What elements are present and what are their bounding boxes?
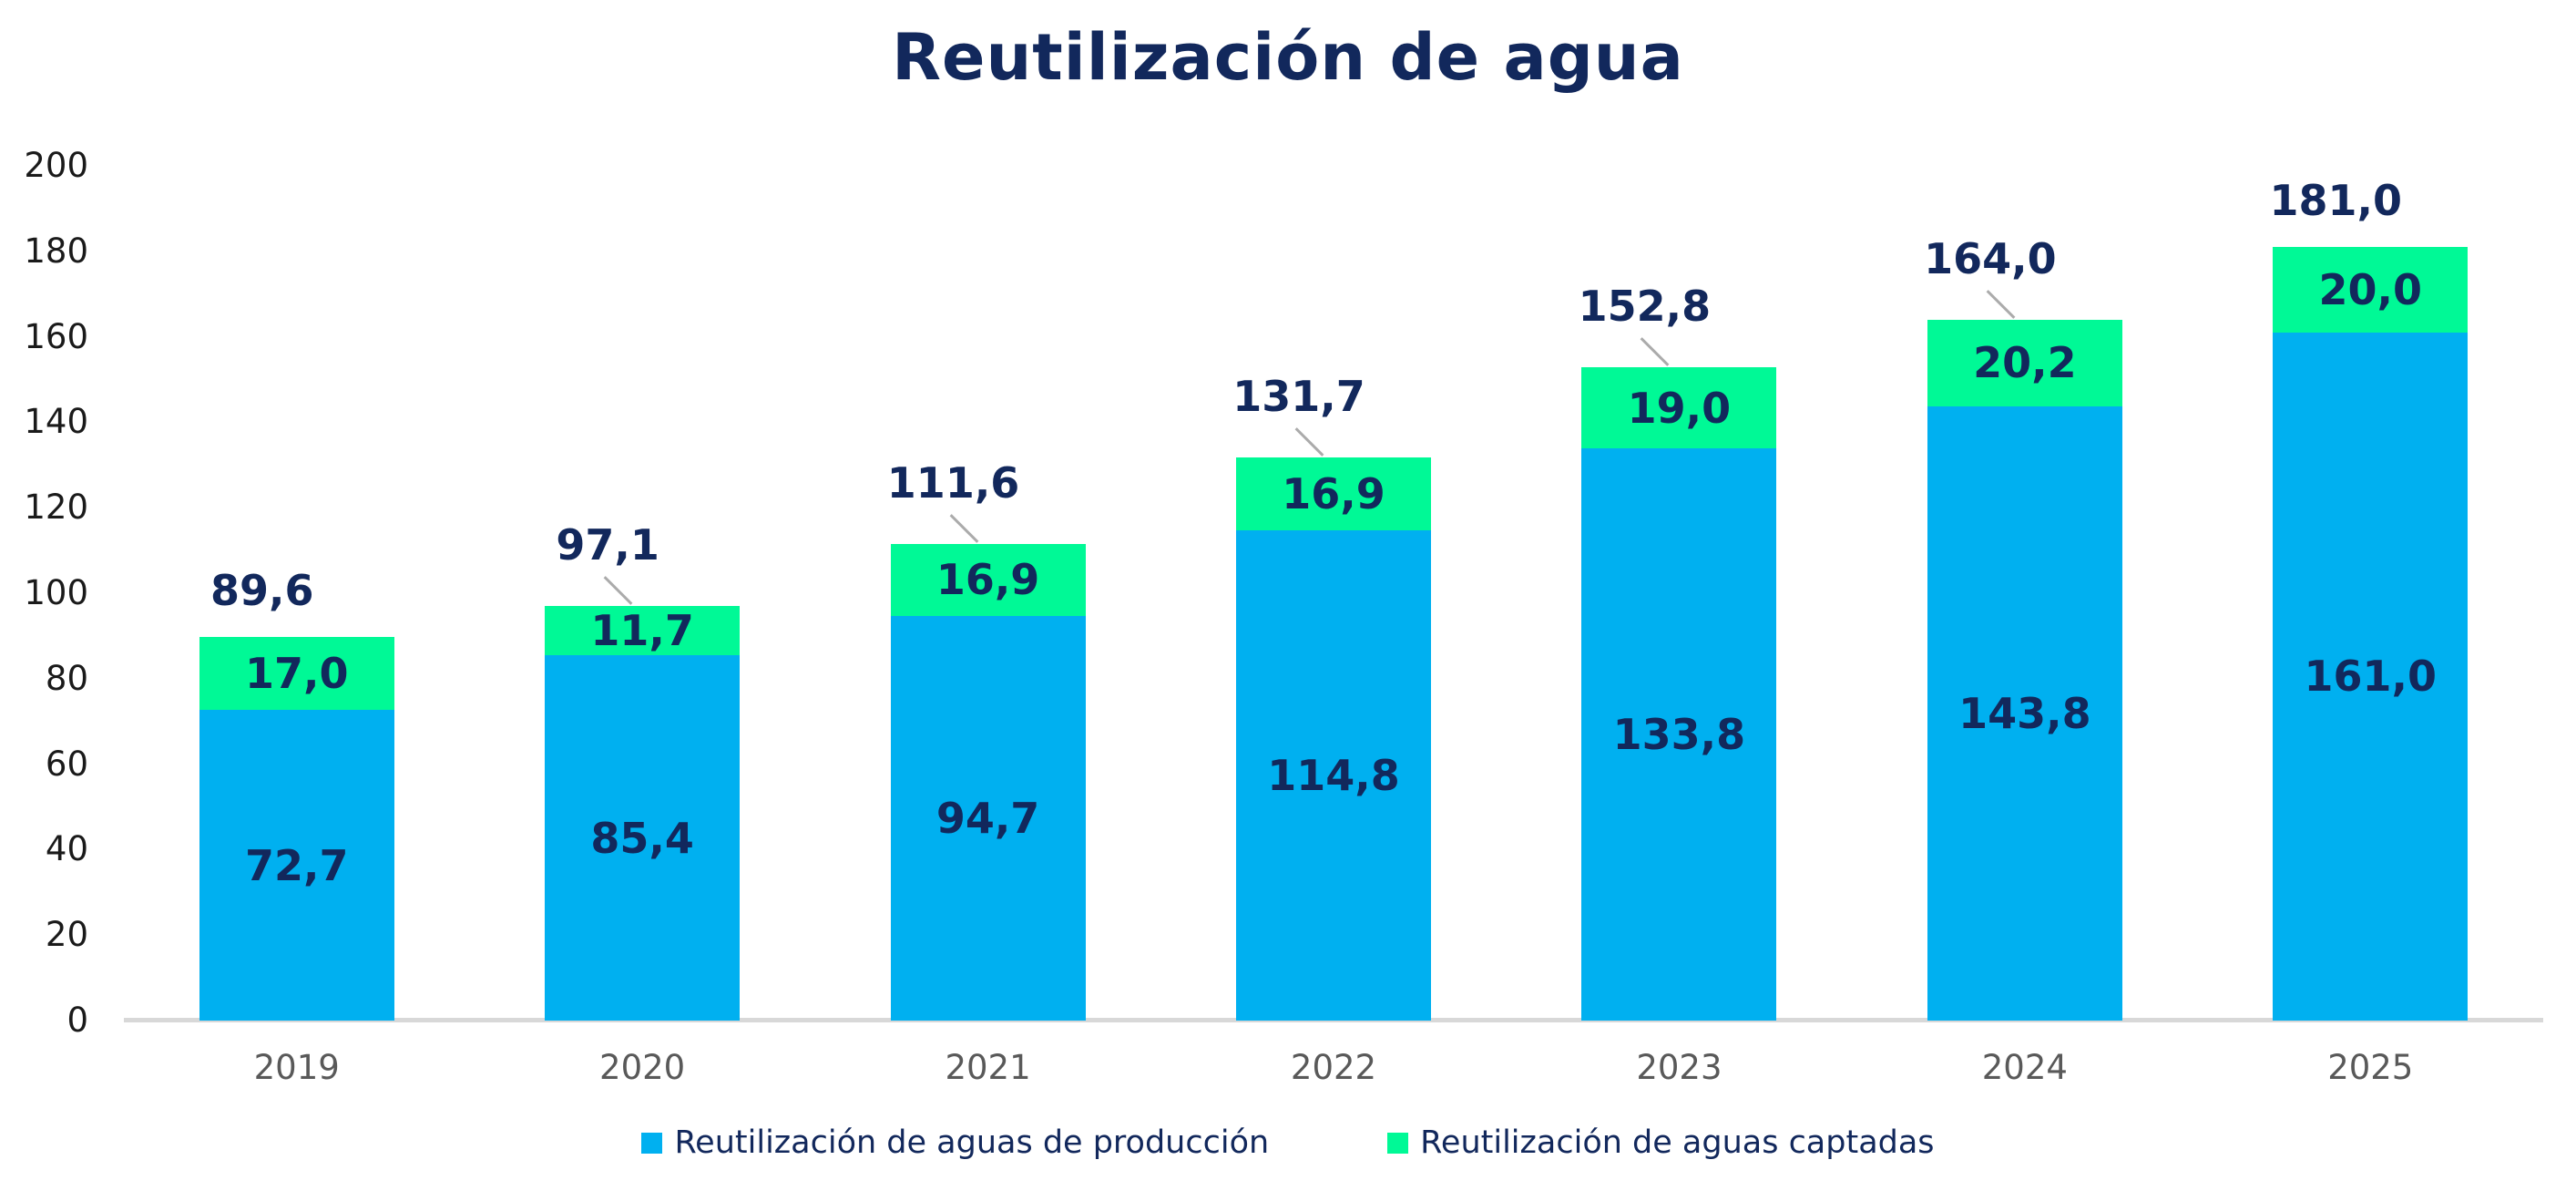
segment-value-label: 114,8 — [1267, 750, 1400, 800]
total-label-leader-line — [1986, 289, 2016, 319]
bar-group-2021: 94,7 16,9 111,6 — [887, 458, 1086, 1021]
x-axis-label-2022: 2022 — [1290, 1048, 1377, 1087]
segment-value-label: 16,9 — [935, 555, 1040, 605]
bar-segment-captadas: 16,9 — [890, 543, 1086, 616]
total-value-label: 152,8 — [1578, 282, 1712, 332]
legend: Reutilización de aguas de producción Reut… — [0, 1123, 2576, 1163]
x-axis-label-2020: 2020 — [599, 1048, 686, 1087]
legend-item: Reutilización de aguas captadas — [1387, 1124, 1935, 1161]
segment-value-label: 16,9 — [1282, 468, 1385, 518]
total-label-leader-line — [949, 513, 978, 543]
x-axis-label-2021: 2021 — [945, 1048, 1031, 1087]
segment-value-label: 11,7 — [590, 606, 694, 656]
y-axis-tick-label: 140 — [24, 402, 88, 442]
bar-segment-produccion: 133,8 — [1581, 448, 1777, 1021]
bar-segment-produccion: 114,8 — [1236, 529, 1431, 1021]
total-value-label: 89,6 — [210, 566, 314, 616]
segment-value-label: 19,0 — [1627, 383, 1732, 433]
x-axis-label-2019: 2019 — [253, 1048, 340, 1087]
y-axis-tick-label: 40 — [45, 829, 88, 869]
bar-group-2022: 114,8 16,9 131,7 — [1232, 372, 1431, 1021]
bar-segment-captadas: 11,7 — [545, 605, 741, 656]
segment-value-label: 20,2 — [1973, 338, 2077, 388]
bar-group-2020: 85,4 11,7 97,1 — [545, 520, 741, 1021]
y-axis-tick-label: 20 — [45, 915, 88, 955]
y-axis-tick-label: 160 — [24, 316, 88, 356]
legend-item: Reutilización de aguas de producción — [641, 1124, 1269, 1161]
bar-segment-produccion: 161,0 — [2273, 332, 2469, 1021]
bar-segment-captadas: 19,0 — [1581, 367, 1777, 449]
bar-segment-captadas: 17,0 — [199, 637, 394, 711]
x-axis-label-2024: 2024 — [1981, 1048, 2068, 1087]
bar-segment-produccion: 85,4 — [545, 655, 741, 1021]
total-value-label: 131,7 — [1232, 372, 1365, 422]
total-value-label: 97,1 — [556, 519, 659, 570]
bar-segment-captadas: 20,2 — [1927, 319, 2122, 406]
legend-swatch-green-icon — [1387, 1132, 1409, 1154]
y-axis-tick-label: 80 — [45, 658, 88, 698]
segment-value-label: 17,0 — [244, 649, 349, 699]
bar-group-2024: 143,8 20,2 164,0 — [1924, 234, 2122, 1021]
segment-value-label: 94,7 — [935, 793, 1040, 843]
bar-segment-captadas: 16,9 — [1236, 457, 1431, 530]
bar-segment-captadas: 20,0 — [2273, 247, 2469, 333]
bar-segment-produccion: 94,7 — [890, 615, 1086, 1021]
total-value-label: 164,0 — [1924, 233, 2057, 283]
x-axis-label-2023: 2023 — [1636, 1048, 1722, 1087]
y-axis-tick-label: 60 — [45, 744, 88, 784]
bar-group-2019: 72,7 17,0 89,6 — [199, 566, 394, 1021]
y-axis-tick-label: 0 — [66, 1001, 88, 1040]
legend-swatch-blue-icon — [641, 1132, 663, 1154]
total-value-label: 111,6 — [886, 457, 1020, 508]
bar-segment-produccion: 143,8 — [1927, 405, 2122, 1021]
chart-title: Reutilización de agua — [892, 20, 1684, 95]
segment-value-label: 85,4 — [590, 813, 694, 863]
y-axis-tick-label: 180 — [24, 231, 88, 271]
y-axis-tick-label: 200 — [24, 146, 88, 185]
x-axis-label-2025: 2025 — [2327, 1048, 2414, 1087]
bar-group-2025: 161,0 20,0 181,0 — [2270, 176, 2469, 1021]
bar-segment-produccion: 72,7 — [199, 710, 394, 1021]
total-label-leader-line — [603, 575, 633, 605]
segment-value-label: 133,8 — [1612, 710, 1746, 760]
legend-label: Reutilización de aguas de producción — [674, 1124, 1270, 1161]
y-axis-tick-label: 100 — [24, 573, 88, 612]
total-value-label: 181,0 — [2269, 176, 2403, 226]
segment-value-label: 20,0 — [2318, 265, 2423, 315]
segment-value-label: 143,8 — [1958, 688, 2091, 738]
total-label-leader-line — [1294, 427, 1324, 457]
bar-group-2023: 133,8 19,0 152,8 — [1579, 282, 1777, 1021]
total-label-leader-line — [1641, 337, 1670, 367]
segment-value-label: 161,0 — [2304, 652, 2438, 702]
legend-label: Reutilización de aguas captadas — [1420, 1124, 1935, 1161]
y-axis-tick-label: 120 — [24, 488, 88, 528]
segment-value-label: 72,7 — [244, 840, 349, 890]
